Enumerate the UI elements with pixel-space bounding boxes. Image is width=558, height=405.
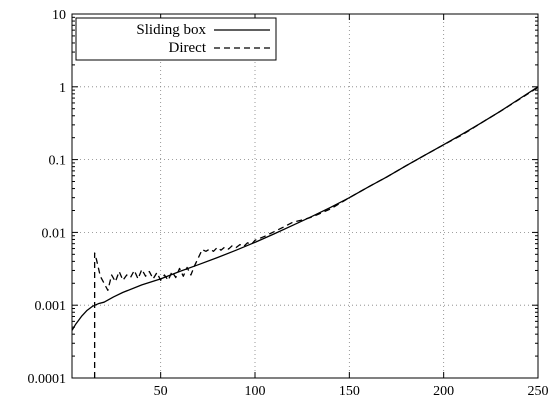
legend-label-sliding-box: Sliding box <box>136 22 206 38</box>
legend-label-direct: Direct <box>169 40 207 56</box>
tick-layer: 50 100 150 200 250 0.0001 0.001 0.01 0.1 1 10 <box>28 8 549 399</box>
grid-layer <box>72 14 538 378</box>
legend: Sliding box Direct <box>75 17 277 61</box>
x-tick-label: 250 <box>528 384 549 399</box>
y-tick-label: 0.0001 <box>28 372 67 387</box>
legend-box <box>75 17 277 61</box>
series-layer <box>71 86 539 378</box>
x-tick-label: 100 <box>245 384 266 399</box>
x-tick-label: 50 <box>154 384 168 399</box>
x-tick-label: 150 <box>339 384 360 399</box>
series-line-sliding-box <box>71 86 539 331</box>
plot-frame <box>71 13 539 379</box>
y-tick-label: 0.1 <box>49 154 67 169</box>
series-line-direct <box>93 86 539 378</box>
y-tick-label: 0.01 <box>42 226 67 241</box>
y-tick-label: 10 <box>52 8 66 23</box>
x-tick-label: 200 <box>433 384 454 399</box>
y-tick-label: 0.001 <box>35 299 67 314</box>
y-tick-label: 1 <box>59 81 66 96</box>
